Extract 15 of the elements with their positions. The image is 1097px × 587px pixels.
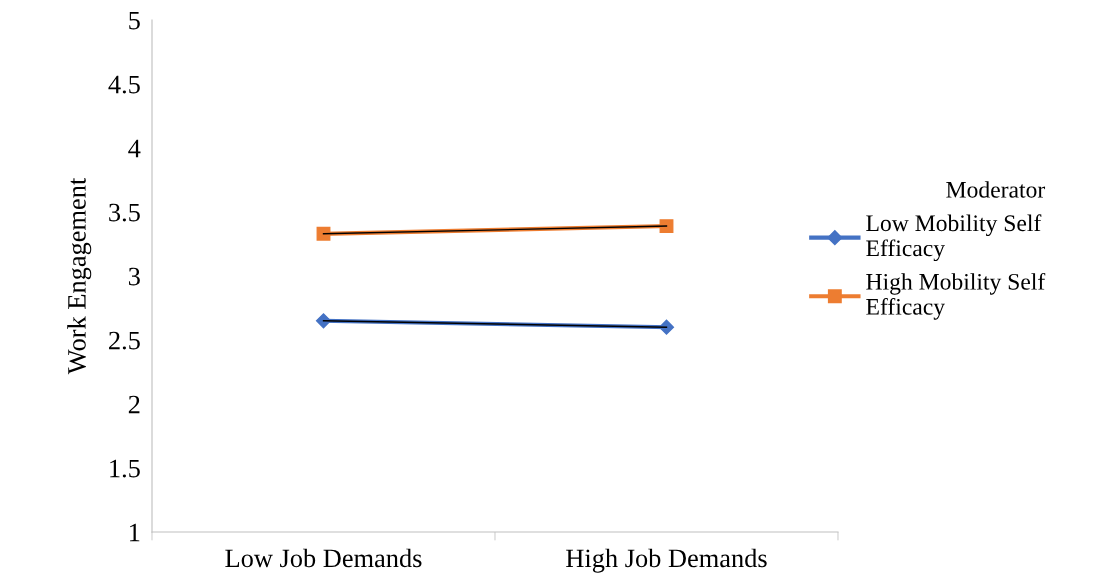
y-tick-label: 3.5 xyxy=(109,203,140,222)
y-tick-label: 4 xyxy=(128,139,141,158)
legend-label: High Mobility Self Efficacy xyxy=(866,272,1046,320)
legend-label: Low Mobility Self Efficacy xyxy=(866,214,1042,262)
y-axis-title: Work Engagement xyxy=(67,177,92,375)
y-tick-label: 3 xyxy=(128,267,140,286)
y-tick-label: 1.5 xyxy=(110,459,140,478)
legend-title: Moderator xyxy=(946,181,1046,198)
y-tick-label: 2.5 xyxy=(109,331,140,350)
y-tick-label: 4.5 xyxy=(108,75,140,94)
y-tick-label: 1 xyxy=(130,523,140,542)
x-tick-label: High Job Demands xyxy=(566,548,767,573)
y-tick-label: 5 xyxy=(129,11,140,30)
x-tick-label: Low Job Demands xyxy=(225,548,422,568)
y-tick-label: 2 xyxy=(128,395,140,414)
